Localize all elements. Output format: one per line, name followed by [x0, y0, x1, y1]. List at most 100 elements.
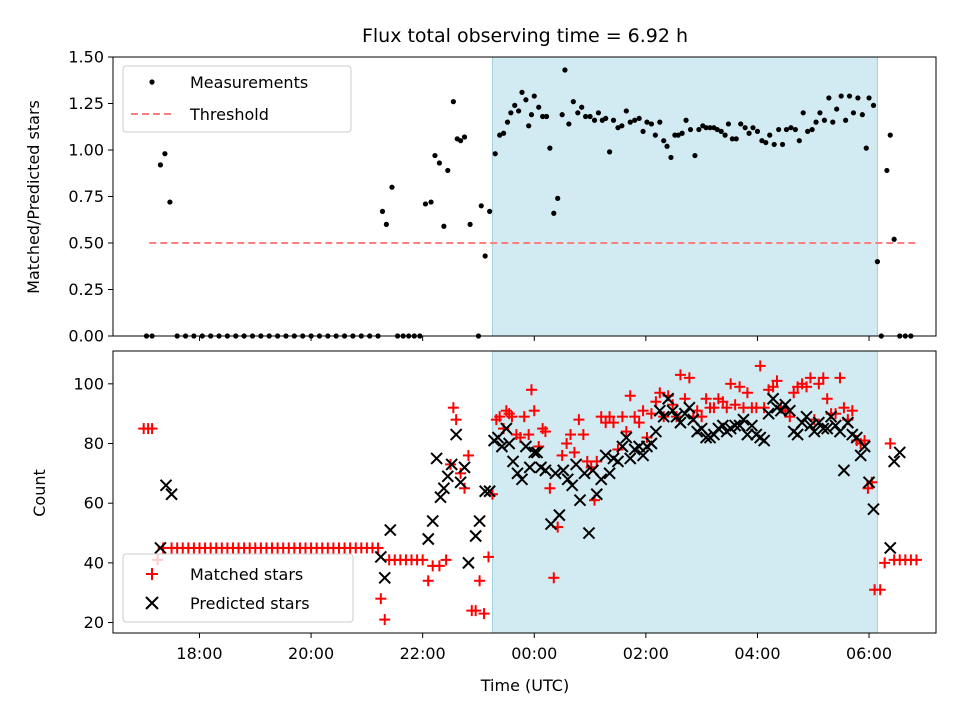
measurement-point	[523, 97, 529, 103]
predicted-star-point	[804, 419, 817, 432]
predicted-star-point	[716, 419, 730, 432]
measurement-point	[482, 253, 488, 259]
predicted-star-point	[519, 440, 533, 453]
measurement-point	[632, 117, 638, 123]
measurement-point	[759, 138, 765, 144]
predicted-star-point	[795, 416, 809, 429]
top-x-ticks	[198, 336, 870, 341]
matched-star-point	[565, 429, 577, 441]
measurement-point	[461, 134, 468, 140]
measurement-point	[796, 138, 802, 144]
matched-star-point	[758, 402, 770, 414]
measurement-point	[776, 126, 782, 133]
measurement-point	[767, 132, 773, 138]
measurement-point	[436, 160, 443, 166]
predicted-star-point	[590, 488, 603, 501]
predicted-star-point	[422, 532, 435, 546]
legend-threshold-label: Threshold	[189, 105, 269, 124]
predicted-star-point	[469, 529, 482, 543]
measurement-point	[623, 108, 629, 114]
predicted-star-point	[791, 428, 804, 441]
measurement-point	[512, 102, 518, 108]
measurement-point	[696, 126, 702, 133]
matched-star-point	[577, 429, 589, 441]
predicted-star-point	[766, 392, 780, 405]
predicted-star-point	[557, 464, 570, 477]
predicted-star-point	[500, 422, 513, 435]
measurement-point	[805, 128, 811, 134]
measurement-point	[492, 151, 498, 157]
predicted-star-point	[599, 449, 612, 462]
predicted-star-point	[473, 514, 486, 528]
predicted-star-point	[506, 455, 520, 468]
matched-star-point	[834, 372, 846, 384]
measurement-point	[683, 117, 689, 123]
legend-matched-marker	[146, 568, 158, 580]
predicted-star-point	[737, 413, 750, 426]
matched-star-point	[440, 554, 452, 566]
x-tick-label: 02:00	[623, 644, 669, 663]
predicted-star-point	[841, 416, 855, 429]
matched-star-point	[506, 411, 518, 423]
matched-star-point	[771, 375, 783, 387]
measurement-point	[652, 132, 658, 138]
measurement-point	[487, 208, 493, 214]
bottom-y-ticks: 20 40 60 80 100	[73, 374, 113, 632]
measurement-point	[636, 115, 642, 121]
matched-star-point	[548, 572, 560, 584]
predicted-star-point	[774, 404, 788, 417]
x-tick-label: 18:00	[176, 644, 222, 663]
measurement-point	[559, 112, 565, 118]
bottom-panel: 20 40 60 80 100 18:00 20:00 22:00 00:00 02:00 04:…	[30, 350, 937, 695]
predicted-star-point	[661, 392, 675, 405]
x-axis-label: Time (UTC)	[480, 676, 569, 695]
matched-star-point	[379, 614, 391, 626]
measurement-point	[668, 154, 674, 161]
measurement-point	[661, 138, 667, 144]
matched-star-point	[616, 411, 628, 423]
matched-star-point	[784, 411, 796, 423]
measurement-point	[733, 136, 739, 142]
predicted-star-point	[530, 446, 544, 459]
predicted-star-point	[624, 452, 637, 465]
measurement-point	[707, 125, 713, 131]
measurement-point	[575, 110, 581, 116]
predicted-star-point	[674, 416, 687, 429]
predicted-star-point	[515, 473, 529, 486]
measurement-point	[664, 143, 670, 149]
x-tick-label: 00:00	[511, 644, 557, 663]
measurement-point	[788, 125, 794, 131]
matched-star-point	[523, 429, 535, 441]
matched-star-point	[700, 393, 712, 405]
bottom-y-tick-label: 40	[84, 553, 104, 572]
predicted-star-point	[820, 422, 834, 435]
matched-star-point	[788, 387, 800, 399]
matched-star-point	[620, 426, 632, 438]
measurement-point	[742, 125, 748, 131]
measurement-point	[644, 119, 650, 125]
measurement-point	[891, 236, 897, 242]
measurement-point	[531, 93, 537, 99]
chart-title: Flux total observing time = 6.92 h	[362, 25, 688, 47]
observing-window-shade-top	[491, 56, 878, 337]
predicted-star-point	[528, 446, 541, 459]
predicted-star-point	[565, 479, 579, 492]
measurement-point	[746, 130, 752, 136]
matched-star-point	[633, 417, 645, 429]
predicted-star-point	[561, 473, 574, 486]
measurement-point	[536, 104, 542, 110]
legend-predicted-marker	[145, 596, 159, 610]
top-y-tick-label: 0.50	[68, 234, 104, 253]
measurement-point	[528, 112, 535, 118]
measurement-point	[826, 95, 832, 101]
measurement-point	[714, 126, 720, 133]
predicted-star-point	[645, 437, 658, 450]
matched-star-point	[734, 381, 746, 393]
predicted-star-point	[837, 464, 851, 477]
measurement-point	[526, 123, 532, 129]
predicted-star-point	[745, 419, 759, 432]
legend-predicted-label: Predicted stars	[190, 594, 310, 613]
measurement-point	[657, 119, 663, 125]
measurement-point	[379, 208, 386, 214]
